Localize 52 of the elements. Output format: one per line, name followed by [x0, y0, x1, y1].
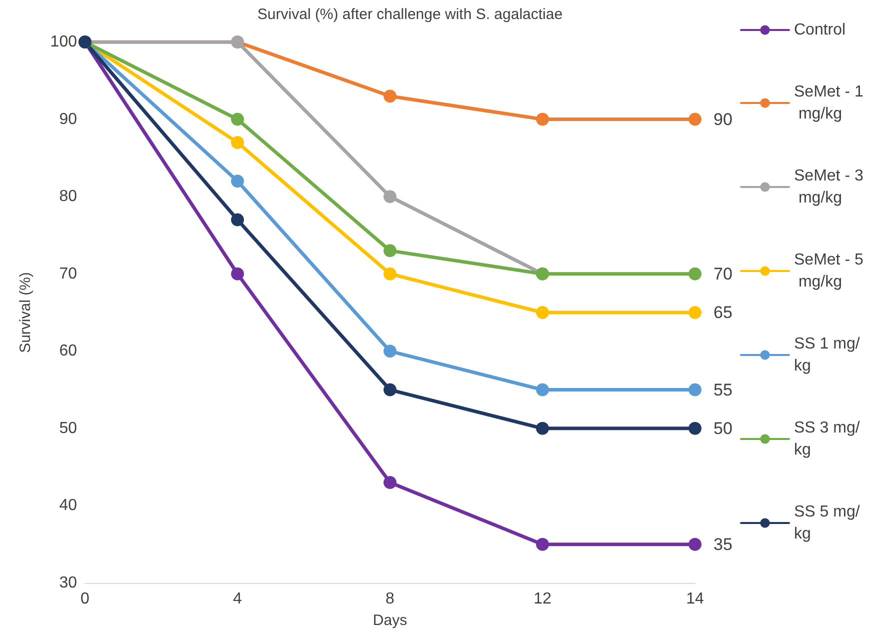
data-label: 35	[714, 534, 732, 554]
legend-label: SS 1 mg/kg	[794, 336, 860, 374]
data-label: 70	[714, 264, 732, 284]
data-label: 65	[714, 303, 732, 322]
legend-label: SeMet - 5 mg/kg	[794, 252, 864, 290]
x-tick-label: 8	[386, 590, 395, 608]
point	[384, 344, 396, 358]
point	[231, 213, 244, 226]
x-axis-title: Days	[372, 612, 408, 629]
point	[536, 538, 549, 551]
point	[688, 538, 702, 551]
point	[384, 476, 396, 490]
x-tick-label: 14	[686, 590, 704, 608]
legend-label: SeMet - 1 mg/kg	[794, 84, 864, 122]
y-tick-label: 40	[59, 497, 78, 514]
point	[688, 306, 702, 319]
point	[231, 112, 244, 126]
point	[384, 190, 396, 204]
point	[688, 422, 702, 435]
x-tick-label: 12	[534, 590, 552, 608]
y-tick-label: 70	[59, 265, 78, 282]
y-tick-label: 30	[59, 574, 78, 592]
point	[688, 112, 702, 126]
x-tick-label: 4	[233, 590, 242, 608]
y-tick-label: 100	[50, 34, 78, 50]
x-tick-label: 0	[80, 590, 90, 608]
point	[384, 267, 396, 280]
legend-label: SS 3 mg/kg	[794, 420, 860, 458]
legend-label: SS 5 mg/kg	[794, 504, 860, 542]
legend-label: Control	[794, 22, 846, 38]
point	[231, 174, 244, 188]
y-tick-label: 50	[59, 420, 78, 437]
point	[536, 306, 549, 319]
point	[384, 90, 396, 103]
point	[536, 383, 549, 396]
point	[536, 422, 549, 435]
point	[688, 267, 702, 280]
y-tick-label: 60	[59, 342, 78, 360]
point	[688, 383, 702, 396]
point	[231, 136, 244, 149]
data-label: 55	[714, 380, 732, 400]
y-tick-label: 80	[59, 188, 78, 206]
data-label: 50	[714, 418, 732, 438]
point	[231, 267, 244, 280]
y-tick-label: 90	[59, 110, 78, 128]
y-axis-title: Survival (%)	[17, 272, 34, 353]
point	[536, 112, 549, 126]
chart-title: Survival (%) after challenge with S. agalactiae	[257, 6, 563, 23]
legend-label: SeMet - 3 mg/kg	[794, 168, 864, 206]
point	[384, 244, 396, 258]
data-label: 90	[714, 110, 732, 129]
point	[384, 383, 396, 396]
